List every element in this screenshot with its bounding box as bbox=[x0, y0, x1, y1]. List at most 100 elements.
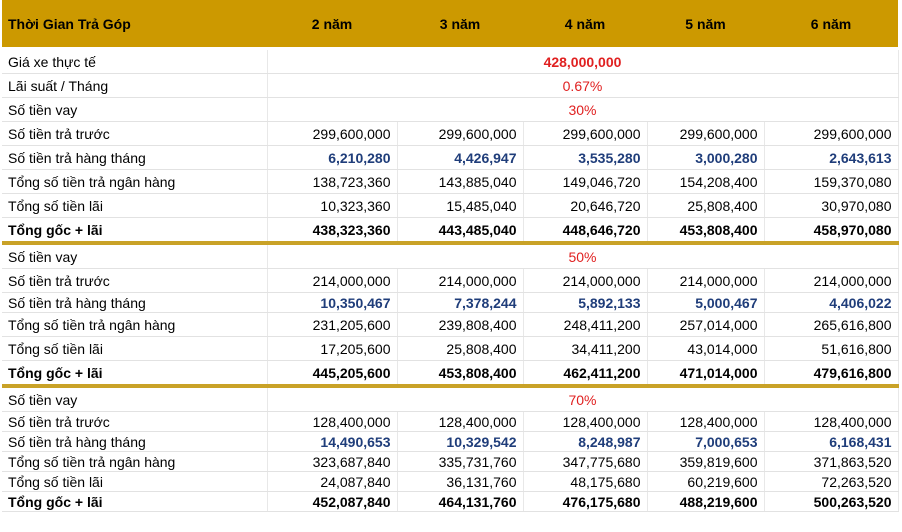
interest-row: Tổng số tiền lãi 10,323,360 15,485,040 20,6… bbox=[2, 193, 899, 218]
price-label: Giá xe thực tế bbox=[2, 50, 268, 74]
bank-total-row: Tổng số tiền trả ngân hàng 323,687,840 335… bbox=[2, 451, 899, 472]
value-cell: 443,485,040 bbox=[397, 217, 524, 245]
value-cell: 72,263,520 bbox=[764, 471, 899, 492]
header-year-2: 2 năm bbox=[267, 0, 397, 47]
value-cell: 500,263,520 bbox=[764, 491, 899, 512]
bank-total-row: Tổng số tiền trả ngân hàng 231,205,600 239… bbox=[2, 312, 899, 337]
row-label: Số tiền trả trước bbox=[2, 121, 268, 146]
loan-percent: 50% bbox=[267, 243, 899, 269]
value-cell: 51,616,800 bbox=[764, 336, 899, 361]
downpayment-row: Số tiền trả trước 128,400,000 128,400,000 1… bbox=[2, 411, 899, 432]
value-cell: 15,485,040 bbox=[397, 193, 524, 218]
value-cell: 453,808,400 bbox=[647, 217, 765, 245]
row-label: Tổng gốc + lãi bbox=[2, 360, 268, 388]
value-cell: 138,723,360 bbox=[267, 169, 398, 194]
value-cell: 464,131,760 bbox=[397, 491, 524, 512]
value-cell: 7,378,244 bbox=[397, 292, 524, 313]
principal-interest-row: Tổng gốc + lãi 452,087,840 464,131,760 476,… bbox=[2, 491, 899, 512]
value-cell: 4,426,947 bbox=[397, 145, 524, 170]
value-cell: 214,000,000 bbox=[647, 268, 765, 293]
downpayment-row: Số tiền trả trước 299,600,000 299,600,000 2… bbox=[2, 121, 899, 146]
value-cell: 10,323,360 bbox=[267, 193, 398, 218]
value-cell: 128,400,000 bbox=[647, 411, 765, 432]
value-cell: 231,205,600 bbox=[267, 312, 398, 337]
value-cell: 24,087,840 bbox=[267, 471, 398, 492]
value-cell: 479,616,800 bbox=[764, 360, 899, 388]
value-cell: 458,970,080 bbox=[764, 217, 899, 245]
installment-table: Thời Gian Trả Góp 2 năm 3 năm 4 năm 5 nă… bbox=[2, 0, 899, 512]
header-year-4: 4 năm bbox=[523, 0, 647, 47]
row-label: Tổng gốc + lãi bbox=[2, 217, 268, 245]
value-cell: 323,687,840 bbox=[267, 451, 398, 472]
value-cell: 25,808,400 bbox=[647, 193, 765, 218]
value-cell: 36,131,760 bbox=[397, 471, 524, 492]
value-cell: 3,000,280 bbox=[647, 145, 765, 170]
value-cell: 371,863,520 bbox=[764, 451, 899, 472]
value-cell: 445,205,600 bbox=[267, 360, 398, 388]
row-label: Tổng số tiền trả ngân hàng bbox=[2, 169, 268, 194]
loan-percent: 30% bbox=[267, 97, 899, 122]
bank-total-row: Tổng số tiền trả ngân hàng 138,723,360 143… bbox=[2, 169, 899, 194]
value-cell: 299,600,000 bbox=[764, 121, 899, 146]
value-cell: 214,000,000 bbox=[523, 268, 648, 293]
loan-row: Số tiền vay 70% bbox=[2, 386, 899, 412]
header-label: Thời Gian Trả Góp bbox=[2, 0, 267, 47]
value-cell: 239,808,400 bbox=[397, 312, 524, 337]
row-label: Tổng số tiền lãi bbox=[2, 193, 268, 218]
value-cell: 471,014,000 bbox=[647, 360, 765, 388]
header-year-5: 5 năm bbox=[647, 0, 764, 47]
value-cell: 214,000,000 bbox=[397, 268, 524, 293]
row-label: Tổng số tiền trả ngân hàng bbox=[2, 312, 268, 337]
loan-row: Số tiền vay 50% bbox=[2, 243, 899, 269]
value-cell: 452,087,840 bbox=[267, 491, 398, 512]
interest-row: Tổng số tiền lãi 24,087,840 36,131,760 48,1… bbox=[2, 471, 899, 492]
value-cell: 128,400,000 bbox=[764, 411, 899, 432]
value-cell: 4,406,022 bbox=[764, 292, 899, 313]
value-cell: 143,885,040 bbox=[397, 169, 524, 194]
value-cell: 248,411,200 bbox=[523, 312, 648, 337]
value-cell: 34,411,200 bbox=[523, 336, 648, 361]
header-year-3: 3 năm bbox=[397, 0, 523, 47]
value-cell: 476,175,680 bbox=[523, 491, 648, 512]
loan-label: Số tiền vay bbox=[2, 386, 268, 412]
row-label: Tổng gốc + lãi bbox=[2, 491, 268, 512]
loan-label: Số tiền vay bbox=[2, 243, 268, 269]
price-row: Giá xe thực tế 428,000,000 bbox=[2, 50, 899, 74]
principal-interest-row: Tổng gốc + lãi 445,205,600 453,808,400 462,… bbox=[2, 360, 899, 388]
value-cell: 128,400,000 bbox=[397, 411, 524, 432]
value-cell: 299,600,000 bbox=[647, 121, 765, 146]
value-cell: 30,970,080 bbox=[764, 193, 899, 218]
value-cell: 453,808,400 bbox=[397, 360, 524, 388]
value-cell: 335,731,760 bbox=[397, 451, 524, 472]
value-cell: 299,600,000 bbox=[397, 121, 524, 146]
value-cell: 128,400,000 bbox=[523, 411, 648, 432]
value-cell: 20,646,720 bbox=[523, 193, 648, 218]
value-cell: 25,808,400 bbox=[397, 336, 524, 361]
value-cell: 7,000,653 bbox=[647, 431, 765, 452]
monthly-payment-row: Số tiền trả hàng tháng 14,490,653 10,329,5… bbox=[2, 431, 899, 452]
value-cell: 154,208,400 bbox=[647, 169, 765, 194]
loan-percent: 70% bbox=[267, 386, 899, 412]
value-cell: 6,210,280 bbox=[267, 145, 398, 170]
value-cell: 214,000,000 bbox=[764, 268, 899, 293]
principal-interest-row: Tổng gốc + lãi 438,323,360 443,485,040 448,… bbox=[2, 217, 899, 245]
monthly-payment-row: Số tiền trả hàng tháng 10,350,467 7,378,24… bbox=[2, 292, 899, 313]
value-cell: 488,219,600 bbox=[647, 491, 765, 512]
value-cell: 48,175,680 bbox=[523, 471, 648, 492]
header-row: Thời Gian Trả Góp 2 năm 3 năm 4 năm 5 nă… bbox=[2, 0, 898, 47]
rate-row: Lãi suất / Tháng 0.67% bbox=[2, 73, 899, 98]
value-cell: 462,411,200 bbox=[523, 360, 648, 388]
row-label: Số tiền trả hàng tháng bbox=[2, 292, 268, 313]
rate-label: Lãi suất / Tháng bbox=[2, 73, 268, 98]
value-cell: 5,892,133 bbox=[523, 292, 648, 313]
value-cell: 14,490,653 bbox=[267, 431, 398, 452]
row-label: Số tiền trả trước bbox=[2, 411, 268, 432]
value-cell: 347,775,680 bbox=[523, 451, 648, 472]
value-cell: 299,600,000 bbox=[523, 121, 648, 146]
row-label: Tổng số tiền trả ngân hàng bbox=[2, 451, 268, 472]
value-cell: 43,014,000 bbox=[647, 336, 765, 361]
value-cell: 17,205,600 bbox=[267, 336, 398, 361]
interest-row: Tổng số tiền lãi 17,205,600 25,808,400 34,4… bbox=[2, 336, 899, 361]
loan-row: Số tiền vay 30% bbox=[2, 97, 899, 122]
value-cell: 10,350,467 bbox=[267, 292, 398, 313]
